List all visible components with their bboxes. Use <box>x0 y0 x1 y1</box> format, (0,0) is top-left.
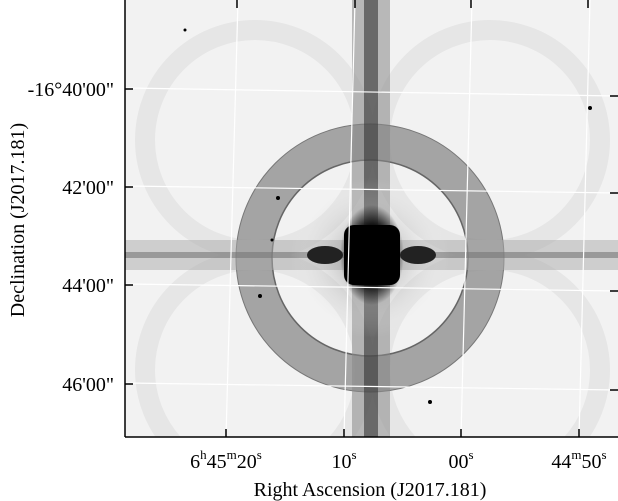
y-tick-labels: -16°40'00" 42'00" 44'00" 46'00" <box>28 79 114 396</box>
x-axis-label: Right Ascension (J2017.181) <box>254 479 487 501</box>
x-tick-label: 6h45m20s <box>190 447 262 473</box>
y-tick-label: 46'00" <box>62 374 114 396</box>
tick-unit: m <box>571 447 581 462</box>
y-tick-label: -16°40'00" <box>28 79 114 101</box>
tick-number: 10 <box>331 451 351 473</box>
y-tick-label: 44'00" <box>62 275 114 297</box>
coordinate-grid <box>125 0 618 437</box>
tick-unit: s <box>468 447 473 462</box>
tick-number: 20 <box>237 451 257 473</box>
x-tick-label: 10s <box>331 447 356 473</box>
y-axis-label: Declination (J2017.181) <box>7 123 29 317</box>
tick-unit: s <box>257 447 262 462</box>
tick-marks <box>124 0 618 438</box>
tick-unit: m <box>227 447 237 462</box>
tick-unit: h <box>200 447 207 462</box>
tick-number: 6 <box>190 451 200 473</box>
x-tick-labels: 6h45m20s 10s 00s 44m50s <box>190 447 606 473</box>
tick-number: 50 <box>582 451 602 473</box>
tick-unit: s <box>602 447 607 462</box>
x-tick-label: 44m50s <box>551 447 606 473</box>
tick-number: 44 <box>551 451 571 473</box>
tick-number: 45 <box>207 451 227 473</box>
y-tick-label: 42'00" <box>62 177 114 199</box>
tick-number: 00 <box>448 451 468 473</box>
sky-image <box>125 0 618 437</box>
tick-unit: s <box>351 447 356 462</box>
x-tick-label: 00s <box>448 447 473 473</box>
